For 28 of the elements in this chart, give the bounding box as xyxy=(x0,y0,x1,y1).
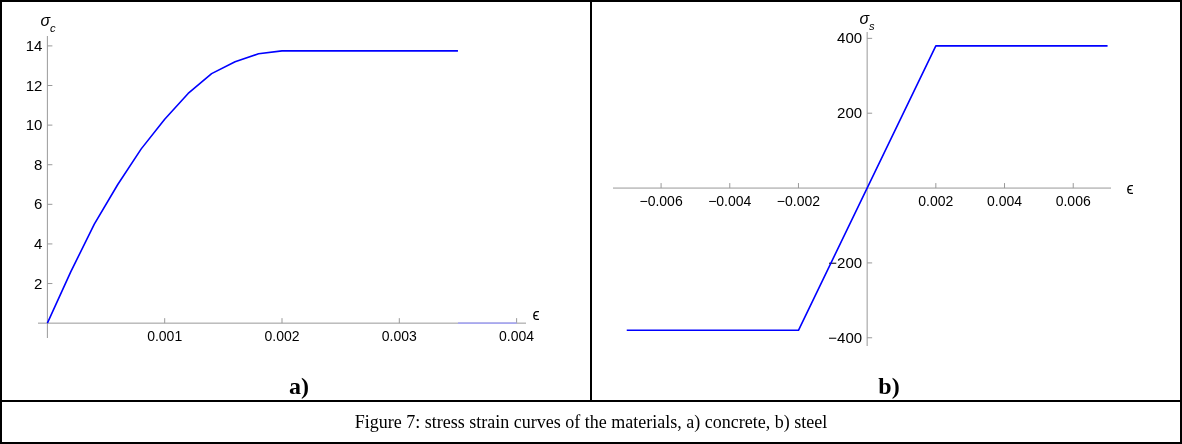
y-tick-label: 8 xyxy=(34,155,43,173)
x-tick-label: 0.004 xyxy=(987,193,1023,210)
x-tick-label: 0.003 xyxy=(381,328,418,345)
y-tick-label: −400 xyxy=(828,328,863,346)
x-tick-label: −0.006 xyxy=(639,193,683,210)
y-tick-label: 10 xyxy=(25,116,43,134)
x-tick-label: 0.001 xyxy=(147,328,183,345)
text: a) xyxy=(289,373,309,399)
x-tick-label: 0.006 xyxy=(1055,193,1091,210)
x-tick-label: 0.002 xyxy=(264,328,300,345)
y-tick-label: 2 xyxy=(34,274,43,292)
y-tick-label: 4 xyxy=(34,234,43,252)
x-tick-label: 0.002 xyxy=(918,193,954,210)
x-axis-title: ϵ xyxy=(1126,180,1134,197)
y-tick-label: 12 xyxy=(25,76,43,94)
y-axis-title: σ$_{c}$ xyxy=(40,12,57,34)
y-axis-title: σ$_{s}$ xyxy=(859,10,876,32)
y-tick-label: 14 xyxy=(25,36,43,54)
line-series xyxy=(46,50,459,324)
text: b) xyxy=(878,373,900,399)
y-tick-label: 6 xyxy=(34,195,43,213)
x-tick-label: 0.004 xyxy=(499,328,535,345)
x-tick-label: −0.004 xyxy=(708,193,752,210)
x-axis-title: ϵ xyxy=(532,306,540,323)
x-tick-label: −0.002 xyxy=(776,193,821,210)
y-tick-label: 200 xyxy=(837,104,863,122)
y-tick-label: 400 xyxy=(837,29,863,47)
caption: Figure 7: stress strain curves of the materials, a) concrete, b) steel xyxy=(354,412,828,433)
